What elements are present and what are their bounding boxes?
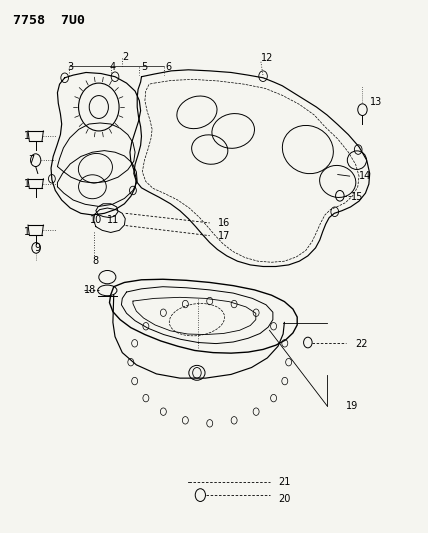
Text: 14: 14 [359,171,372,181]
Text: 4: 4 [110,62,116,72]
Text: 21: 21 [278,477,290,487]
Text: 7758  7U0: 7758 7U0 [14,14,86,27]
Text: 16: 16 [218,219,231,229]
Text: 6: 6 [165,62,171,72]
Text: 1: 1 [24,131,30,141]
Text: 1: 1 [24,227,30,237]
Text: 8: 8 [92,256,98,266]
Text: 9: 9 [35,243,41,253]
Text: 1: 1 [24,179,30,189]
Text: 19: 19 [346,401,359,411]
Text: 18: 18 [84,286,96,295]
Text: 11: 11 [107,215,119,225]
Text: 2: 2 [122,52,128,61]
Text: 22: 22 [355,338,367,349]
Text: 7: 7 [28,155,35,165]
Text: 15: 15 [351,192,363,203]
Text: 20: 20 [278,494,290,504]
Text: 3: 3 [67,62,73,72]
Text: 12: 12 [261,53,273,62]
Text: 10: 10 [90,215,103,225]
Text: 17: 17 [218,231,231,241]
Text: 5: 5 [142,62,148,72]
Text: 13: 13 [370,96,382,107]
